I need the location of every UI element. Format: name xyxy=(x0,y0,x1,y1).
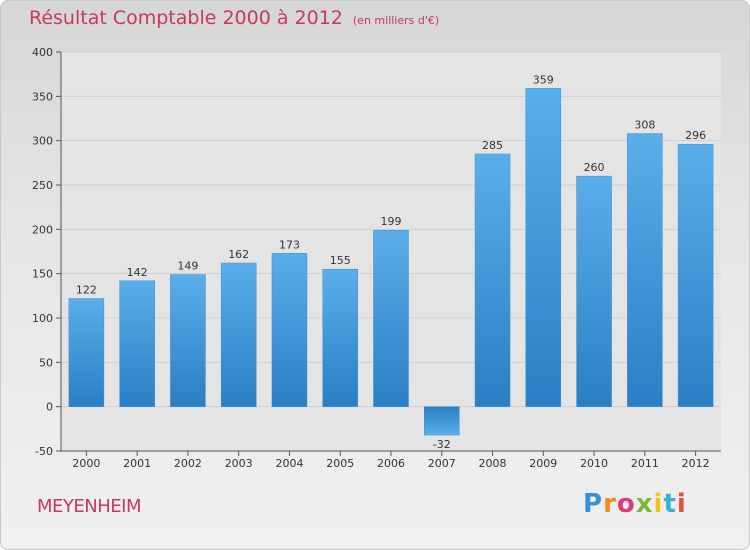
data-label: 162 xyxy=(228,248,249,261)
bar xyxy=(68,298,105,407)
x-tick-label: 2009 xyxy=(529,457,557,470)
logo-letter: P xyxy=(583,489,604,519)
x-tick-label: 2012 xyxy=(682,457,710,470)
x-tick-label: 2003 xyxy=(225,457,253,470)
y-tick-label: 0 xyxy=(46,401,53,414)
y-tick-label: 300 xyxy=(32,135,53,148)
y-tick-label: 200 xyxy=(32,223,53,236)
y-tick-label: 50 xyxy=(39,356,53,369)
data-label: 149 xyxy=(177,260,198,273)
x-tick-label: 2005 xyxy=(326,457,354,470)
data-label: 285 xyxy=(482,139,503,152)
proxiti-logo: Proxiti xyxy=(583,489,687,519)
y-tick-label: 100 xyxy=(32,312,53,325)
bar xyxy=(322,268,358,407)
logo-letter: i xyxy=(653,489,664,519)
logo-letter: i xyxy=(676,489,687,519)
data-label: 173 xyxy=(279,238,300,251)
x-tick-label: 2001 xyxy=(123,457,151,470)
y-tick-label: 250 xyxy=(32,179,53,192)
bar xyxy=(271,253,308,407)
logo-letter: t xyxy=(663,489,677,519)
bar xyxy=(677,143,714,407)
data-label: 155 xyxy=(330,254,351,267)
data-label: -32 xyxy=(433,438,451,451)
x-tick-label: 2007 xyxy=(428,457,456,470)
y-tick-label: 150 xyxy=(32,268,53,281)
bar xyxy=(373,229,409,407)
chart-subtitle: (en milliers d'€) xyxy=(352,14,440,27)
y-tick-label: 400 xyxy=(32,46,53,59)
data-label: 359 xyxy=(533,73,554,86)
bar xyxy=(119,280,155,407)
chart-title-text: Résultat Comptable 2000 à 2012 xyxy=(29,7,343,29)
bar xyxy=(474,153,511,407)
data-label: 122 xyxy=(76,283,97,296)
commune-name: MEYENHEIM xyxy=(37,496,141,517)
logo-letter: x xyxy=(635,489,654,519)
data-label: 260 xyxy=(584,161,605,174)
data-label: 296 xyxy=(685,129,706,142)
x-tick-label: 2006 xyxy=(377,457,405,470)
bar xyxy=(525,88,562,407)
logo-letter: o xyxy=(616,489,636,519)
bar xyxy=(220,262,257,407)
x-tick-label: 2010 xyxy=(580,457,608,470)
bar xyxy=(576,175,612,407)
data-label: 308 xyxy=(634,119,655,132)
x-tick-label: 2008 xyxy=(479,457,507,470)
chart-title: Résultat Comptable 2000 à 2012 (en millie… xyxy=(29,7,439,29)
data-label: 199 xyxy=(381,215,402,228)
logo-letter: r xyxy=(603,489,617,519)
x-tick-label: 2004 xyxy=(275,457,303,470)
x-tick-label: 2002 xyxy=(174,457,202,470)
bar xyxy=(627,133,663,407)
x-tick-label: 2011 xyxy=(631,457,659,470)
bar xyxy=(170,274,206,407)
y-tick-label: 350 xyxy=(32,90,53,103)
data-label: 142 xyxy=(127,266,148,279)
x-tick-label: 2000 xyxy=(72,457,100,470)
bar xyxy=(424,406,460,436)
y-tick-label: -50 xyxy=(35,445,53,458)
